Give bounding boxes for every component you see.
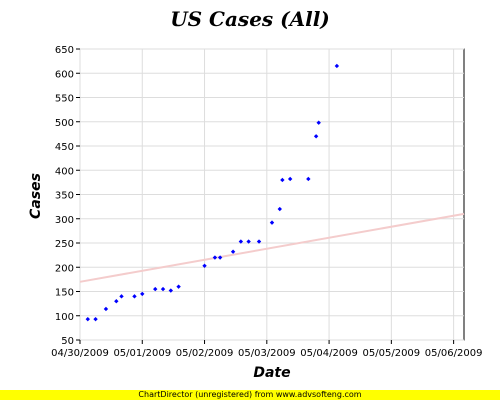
y-tick-label: 650 xyxy=(55,45,74,56)
y-tick-label: 50 xyxy=(61,336,74,347)
y-tick-label: 200 xyxy=(55,263,74,274)
data-point xyxy=(230,249,236,254)
x-tick-label: 05/04/2009 xyxy=(300,348,358,359)
data-point xyxy=(85,316,90,322)
x-tick-label: 05/03/2009 xyxy=(238,348,296,359)
y-tick-label: 500 xyxy=(55,118,74,129)
y-tick-label: 300 xyxy=(55,215,74,226)
data-point xyxy=(114,299,119,304)
x-tick-label: 05/02/2009 xyxy=(176,348,234,359)
footer-text: ChartDirector (unregistered) from www.ad… xyxy=(138,390,362,399)
x-tick-label: 05/05/2009 xyxy=(363,348,421,359)
data-point xyxy=(287,176,293,182)
data-point xyxy=(280,177,285,183)
data-point xyxy=(212,255,218,260)
data-point xyxy=(238,239,244,244)
data-point xyxy=(93,316,98,322)
scatter-chart: US Cases (All) 50 100 150 200 250 300 350 400 45… xyxy=(28,7,482,381)
data-point xyxy=(176,284,181,289)
y-tick-label: 450 xyxy=(55,142,74,153)
data-point xyxy=(334,63,340,69)
y-axis-title: Cases xyxy=(28,173,44,219)
x-axis-ticks: 04/30/2009 05/01/2009 05/02/2009 05/03/2009… xyxy=(51,340,482,359)
y-tick-label: 350 xyxy=(55,191,74,202)
data-point xyxy=(316,120,321,125)
y-tick-label: 150 xyxy=(55,288,74,299)
data-point xyxy=(217,255,223,260)
x-tick-label: 05/06/2009 xyxy=(425,348,483,359)
data-point xyxy=(313,134,319,139)
y-tick-label: 100 xyxy=(55,312,74,323)
chart-title: US Cases (All) xyxy=(170,7,330,31)
y-tick-label: 250 xyxy=(55,239,74,250)
y-tick-label: 550 xyxy=(55,94,74,105)
data-point xyxy=(153,286,158,292)
trend-line xyxy=(79,212,465,283)
x-tick-label: 04/30/2009 xyxy=(51,348,109,359)
data-point xyxy=(119,294,124,299)
data-point xyxy=(246,239,251,244)
footer-banner: ChartDirector (unregistered) from www.ad… xyxy=(0,390,500,400)
x-axis-title: Date xyxy=(253,365,290,381)
y-tick-label: 600 xyxy=(55,69,74,80)
y-axis-ticks: 50 100 150 200 250 300 350 400 450 500 550 600 650 xyxy=(55,45,80,347)
data-points xyxy=(85,63,340,322)
x-tick-label: 05/01/2009 xyxy=(113,348,171,359)
data-point xyxy=(306,176,311,182)
data-point xyxy=(168,288,174,293)
data-point xyxy=(160,286,166,292)
data-point xyxy=(132,294,137,299)
data-point xyxy=(140,291,145,297)
y-tick-label: 400 xyxy=(55,166,74,177)
data-point xyxy=(202,263,207,268)
data-point xyxy=(103,306,109,312)
data-point xyxy=(277,206,282,212)
data-point xyxy=(256,239,262,244)
data-point xyxy=(269,220,275,225)
